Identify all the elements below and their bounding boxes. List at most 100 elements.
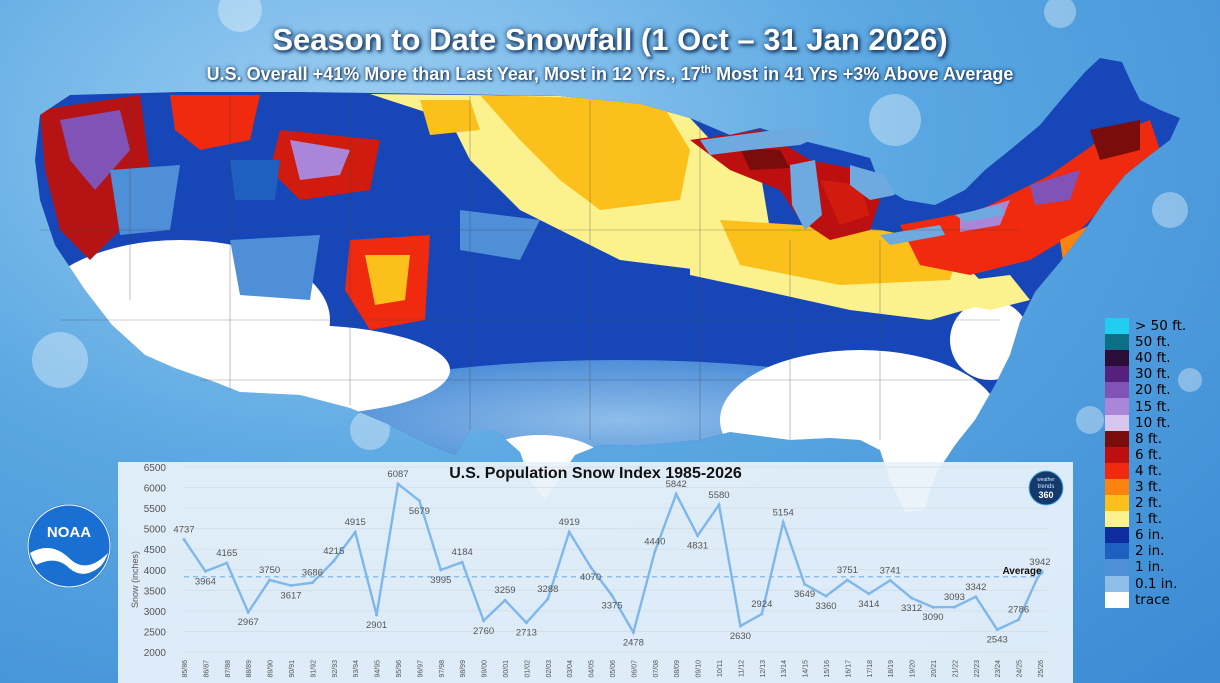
y-tick-label: 2500 xyxy=(144,627,167,638)
snow-point xyxy=(653,550,657,554)
data-label: 5154 xyxy=(773,507,794,518)
x-tick-label: 21/22 xyxy=(952,660,959,678)
legend-label: 50 ft. xyxy=(1135,334,1171,351)
legend-item: 50 ft. xyxy=(1105,334,1215,351)
x-tick-label: 96/97 xyxy=(417,660,424,678)
snow-point xyxy=(332,559,336,563)
data-label: 4070 xyxy=(580,572,601,583)
snow-point xyxy=(1017,618,1021,622)
legend-label: 2 in. xyxy=(1135,543,1165,560)
last-point-marker xyxy=(1036,568,1044,576)
legend-swatch xyxy=(1105,527,1129,544)
x-tick-label: 95/96 xyxy=(396,660,403,678)
x-tick-label: 13/14 xyxy=(781,660,788,678)
legend-swatch xyxy=(1105,543,1129,560)
y-tick-label: 6500 xyxy=(144,463,167,474)
legend-item: 20 ft. xyxy=(1105,382,1215,399)
x-tick-label: 22/23 xyxy=(974,660,981,678)
x-tick-label: 94/95 xyxy=(375,660,382,678)
legend-label: 15 ft. xyxy=(1135,398,1171,415)
data-label: 5580 xyxy=(708,490,729,501)
x-tick-label: 91/92 xyxy=(310,660,317,678)
data-label: 4184 xyxy=(452,547,473,558)
data-label: 2543 xyxy=(987,635,1008,646)
background-snowflakes xyxy=(32,0,1202,450)
x-tick-label: 03/04 xyxy=(567,660,574,678)
snow-point xyxy=(182,537,186,541)
x-tick-label: 17/18 xyxy=(867,660,874,678)
legend-item: 40 ft. xyxy=(1105,350,1215,367)
legend-swatch xyxy=(1105,398,1129,415)
legend-item: 6 in. xyxy=(1105,527,1215,544)
snow-point xyxy=(268,578,272,582)
y-tick-label: 4500 xyxy=(144,545,167,556)
snow-point xyxy=(439,568,443,572)
legend-label: trace xyxy=(1135,591,1170,608)
legend-item: 1 ft. xyxy=(1105,511,1215,528)
snow-index-chart-panel: 2000 2500 3000 3500 4000 4500 5000 5500 6000 6500… xyxy=(118,462,1073,683)
data-label: 3312 xyxy=(901,603,922,614)
legend-label: 40 ft. xyxy=(1135,350,1171,367)
snow-point xyxy=(246,610,250,614)
data-label: 2760 xyxy=(473,626,494,637)
data-label: 3342 xyxy=(965,582,986,593)
subtitle-text-end: Most in 41 Yrs +3% Above Average xyxy=(711,64,1014,84)
x-tick-label: 90/91 xyxy=(289,660,296,678)
x-tick-label: 25/26 xyxy=(1038,660,1045,678)
x-tick-label: 19/20 xyxy=(910,660,917,678)
data-label: 3414 xyxy=(858,599,879,610)
legend-swatch xyxy=(1105,430,1129,447)
snow-point xyxy=(375,613,379,617)
snow-point xyxy=(696,534,700,538)
legend-label: 10 ft. xyxy=(1135,414,1171,431)
x-tick-label: 20/21 xyxy=(931,660,938,678)
snow-point xyxy=(910,596,914,600)
x-tick-label: 86/87 xyxy=(203,660,210,678)
data-label: 5679 xyxy=(409,506,430,517)
state-borders xyxy=(40,95,1020,440)
snow-point xyxy=(717,503,721,507)
data-label: 2478 xyxy=(623,637,644,648)
data-label: 3090 xyxy=(922,612,943,623)
x-tick-label: 14/15 xyxy=(803,660,810,678)
legend-item: 8 ft. xyxy=(1105,430,1215,447)
x-tick-label: 85/86 xyxy=(182,660,189,678)
data-label: 3995 xyxy=(430,575,451,586)
data-label: 3649 xyxy=(794,589,815,600)
data-label: 4831 xyxy=(687,541,708,552)
snow-point xyxy=(995,628,999,632)
snow-point xyxy=(310,581,314,585)
data-label: 3750 xyxy=(259,565,280,576)
data-label: 2713 xyxy=(516,628,537,639)
x-tick-label: 93/94 xyxy=(353,660,360,678)
y-tick-label: 3500 xyxy=(144,586,167,597)
legend-item: 6 ft. xyxy=(1105,446,1215,463)
legend-label: 1 ft. xyxy=(1135,511,1162,528)
x-tick-label: 18/19 xyxy=(888,660,895,678)
snow-point xyxy=(974,595,978,599)
legend-item: 15 ft. xyxy=(1105,398,1215,415)
chart-title: U.S. Population Snow Index 1985-2026 xyxy=(449,465,742,482)
noaa-logo: NOAA xyxy=(27,504,111,588)
badge-line1: weather xyxy=(1037,477,1055,483)
y-tick-label: 3000 xyxy=(144,607,167,618)
data-label: 2967 xyxy=(238,617,259,628)
legend-item: trace xyxy=(1105,591,1215,608)
legend-label: 6 in. xyxy=(1135,527,1165,544)
weather-trends-360-logo: weather trends 360 xyxy=(1028,470,1064,506)
y-tick-label: 6000 xyxy=(144,484,167,495)
legend-swatch xyxy=(1105,559,1129,576)
snow-point xyxy=(546,597,550,601)
snow-point xyxy=(353,530,357,534)
legend-label: 6 ft. xyxy=(1135,446,1162,463)
data-label: 3259 xyxy=(494,585,515,596)
x-tick-label: 12/13 xyxy=(760,660,767,678)
x-tick-label: 05/06 xyxy=(610,660,617,678)
x-tick-label: 04/05 xyxy=(589,660,596,678)
snow-point xyxy=(631,630,635,634)
snow-point xyxy=(289,584,293,588)
snow-point xyxy=(589,565,593,569)
y-tick-label: 2000 xyxy=(144,648,167,659)
x-tick-label: 92/93 xyxy=(332,660,339,678)
snow-point xyxy=(417,499,421,503)
